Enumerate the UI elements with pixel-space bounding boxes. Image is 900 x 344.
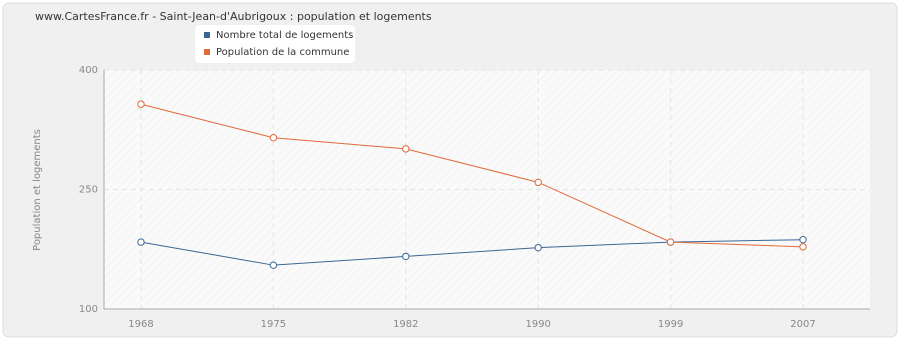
- point: [269, 261, 278, 269]
- point: [666, 238, 675, 246]
- y-tick-label: 250: [79, 185, 98, 196]
- point: [402, 145, 410, 153]
- legend-label: Population de la commune: [216, 47, 349, 58]
- x-tick-label: 2007: [790, 319, 815, 330]
- legend-label: Nombre total de logements: [216, 30, 353, 41]
- point: [799, 235, 807, 244]
- x-tick-label: 1999: [658, 319, 683, 330]
- x-tick-label: 1975: [261, 319, 286, 330]
- point: [137, 100, 145, 108]
- series-line: [140, 239, 804, 266]
- point: [799, 243, 807, 251]
- point: [269, 134, 278, 142]
- x-tick-label: 1982: [393, 319, 418, 330]
- point: [534, 243, 542, 252]
- point: [137, 238, 145, 246]
- legend: [195, 25, 355, 63]
- chart-title: www.CartesFrance.fr - Saint-Jean-d'Aubri…: [35, 10, 432, 23]
- x-tick-label: 1990: [525, 319, 550, 330]
- point: [534, 178, 542, 187]
- y-tick-label: 400: [79, 65, 98, 76]
- point: [402, 252, 410, 261]
- y-tick-label: 100: [79, 304, 98, 315]
- series-line: [140, 103, 804, 248]
- legend-swatch: [204, 49, 210, 55]
- x-tick-label: 1968: [128, 319, 153, 330]
- legend-swatch: [204, 32, 210, 38]
- y-axis-label: Population et logements: [32, 129, 43, 251]
